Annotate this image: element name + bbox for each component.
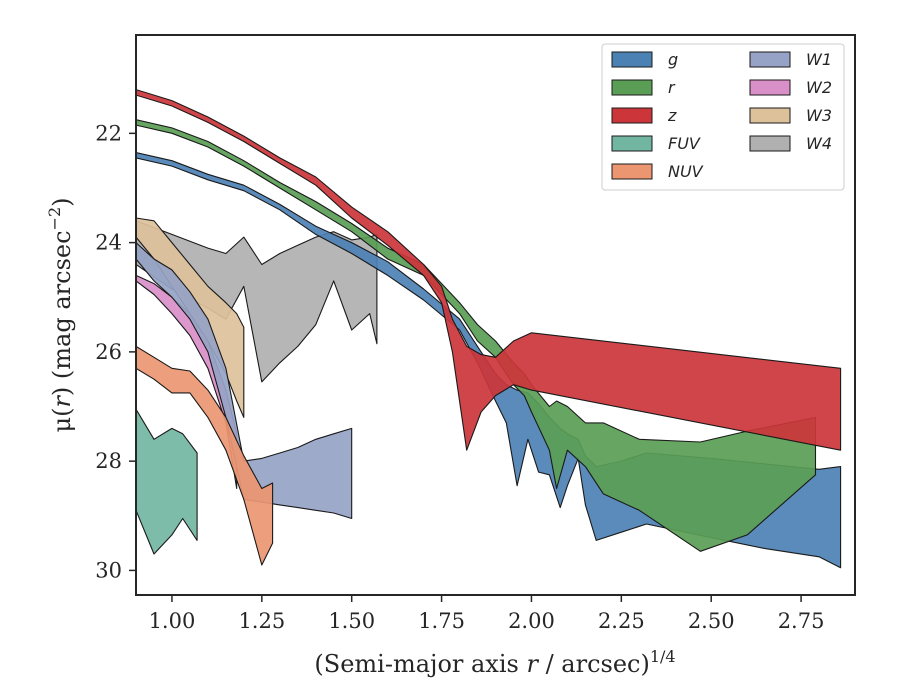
y-tick-label: 22 [95, 121, 122, 145]
legend-swatch [611, 79, 653, 96]
legend-label: r [668, 78, 676, 97]
legend-label: W3 [806, 106, 832, 125]
band-fuv [136, 408, 198, 555]
legend-label: W2 [806, 78, 832, 97]
x-tick-label: 1.75 [418, 609, 465, 633]
x-tick-label: 1.00 [149, 609, 196, 633]
series-layer [136, 89, 842, 569]
legend-swatch [749, 135, 791, 152]
legend-swatch [611, 163, 653, 180]
y-tick-label: 28 [95, 449, 122, 473]
legend: grz FUV NUV W1 W2 W3 W4 [601, 43, 845, 191]
legend-swatch [749, 51, 791, 68]
legend-label: z [667, 106, 677, 125]
x-tick-label: 2.75 [778, 609, 825, 633]
y-tick-label: 30 [95, 558, 122, 582]
legend-label: g [668, 50, 678, 69]
legend-label: NUV [668, 162, 704, 181]
x-tick-label: 2.00 [508, 609, 555, 633]
x-tick-label: 2.50 [688, 609, 735, 633]
band-w1 [136, 242, 353, 520]
x-axis-label: (Semi-major axis r / arcsec)1/4 [314, 647, 675, 678]
x-tick-label: 1.25 [238, 609, 285, 633]
y-axis-label: μ(r) (mag arcsec−2) [45, 197, 76, 432]
legend-label: W1 [806, 50, 832, 69]
legend-swatch [611, 51, 653, 68]
legend-swatch [611, 107, 653, 124]
legend-label: FUV [668, 134, 701, 153]
x-axis: 1.00 1.25 1.50 1.75 2.00 2.25 2.50 2.75 [149, 595, 825, 633]
plot-frame [135, 34, 856, 596]
legend-swatch [611, 135, 653, 152]
y-tick-label: 26 [95, 340, 122, 364]
y-tick-label: 24 [95, 231, 122, 255]
legend-swatch [749, 79, 791, 96]
band-nuv [136, 345, 274, 566]
legend-swatch [749, 107, 791, 124]
x-tick-label: 2.25 [598, 609, 645, 633]
x-tick-label: 1.50 [328, 609, 375, 633]
y-axis: 22 24 26 28 30 [95, 121, 136, 582]
legend-label: W4 [806, 134, 832, 153]
band-z [136, 89, 842, 451]
